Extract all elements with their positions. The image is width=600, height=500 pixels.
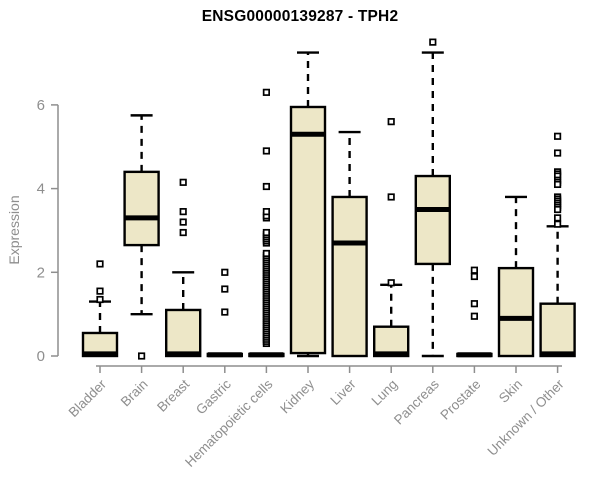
outlier-point bbox=[553, 180, 562, 189]
box bbox=[414, 174, 451, 266]
x-tick-label: Bladder bbox=[66, 376, 110, 420]
box bbox=[123, 170, 160, 247]
outlier-point bbox=[387, 193, 395, 201]
outlier-point bbox=[262, 147, 270, 155]
y-tick-label: 4 bbox=[37, 181, 45, 198]
box bbox=[289, 105, 327, 355]
box bbox=[331, 195, 368, 358]
outlier-point bbox=[553, 149, 562, 157]
boxplot-gastric bbox=[206, 268, 244, 358]
outlier-point bbox=[470, 312, 478, 320]
outlier-point bbox=[553, 132, 562, 140]
outlier-point bbox=[553, 220, 562, 228]
x-tick-label: Liver bbox=[327, 376, 359, 408]
x-tick-label: Lung bbox=[368, 377, 400, 409]
y-axis: 0 2 4 6 bbox=[37, 97, 59, 365]
x-tick-label: Pancreas bbox=[391, 376, 442, 427]
x-tick-label: Kidney bbox=[277, 376, 317, 416]
boxplot-pancreas bbox=[414, 38, 451, 358]
outlier-point bbox=[221, 308, 229, 316]
x-tick-label: Unknown / Other bbox=[484, 376, 567, 459]
outlier-point bbox=[387, 118, 395, 126]
boxplot-prostate bbox=[456, 266, 493, 358]
outlier-point bbox=[221, 268, 229, 276]
boxplot-liver bbox=[331, 130, 368, 358]
x-tick-label: Breast bbox=[154, 376, 192, 414]
boxplot-lung bbox=[373, 118, 410, 358]
outlier-point bbox=[553, 205, 562, 214]
outlier-point bbox=[470, 300, 478, 308]
outlier-point bbox=[96, 260, 104, 268]
boxplot-hematopoietic-cells bbox=[248, 88, 285, 358]
y-tick-label: 2 bbox=[37, 264, 45, 281]
boxplot-skin bbox=[497, 195, 535, 358]
outlier-point bbox=[262, 208, 270, 216]
outlier-point bbox=[179, 178, 187, 186]
box bbox=[164, 308, 202, 358]
box bbox=[497, 266, 535, 358]
x-tick-label: Skin bbox=[496, 377, 525, 406]
outlier-point bbox=[262, 249, 270, 258]
outlier-point bbox=[179, 208, 187, 216]
boxplot-breast bbox=[164, 178, 202, 358]
box bbox=[539, 302, 576, 358]
outlier-point bbox=[179, 218, 187, 226]
chart-title: ENSG00000139287 - TPH2 bbox=[201, 8, 399, 25]
y-tick-label: 0 bbox=[37, 348, 45, 365]
outlier-point bbox=[387, 279, 395, 287]
boxplot-unknown-other bbox=[539, 132, 576, 358]
outlier-point bbox=[470, 266, 478, 274]
outlier-point bbox=[96, 287, 104, 295]
outlier-point bbox=[553, 214, 562, 222]
x-tick-label: Prostate bbox=[437, 377, 483, 423]
boxplot-brain bbox=[123, 114, 160, 360]
boxplot-kidney bbox=[289, 51, 327, 358]
outlier-point bbox=[262, 88, 270, 96]
outlier-point bbox=[221, 285, 229, 293]
y-tick-label: 6 bbox=[37, 97, 45, 114]
outlier-point bbox=[470, 272, 478, 281]
outlier-point bbox=[96, 295, 104, 304]
outlier-point bbox=[429, 38, 437, 46]
outlier-point bbox=[262, 182, 270, 191]
outlier-point bbox=[138, 352, 146, 360]
x-tick-label: Gastric bbox=[193, 376, 234, 417]
boxplot-bladder bbox=[81, 260, 119, 358]
x-tick-label: Brain bbox=[118, 377, 151, 410]
outlier-point bbox=[262, 228, 270, 237]
outlier-point bbox=[179, 228, 187, 237]
